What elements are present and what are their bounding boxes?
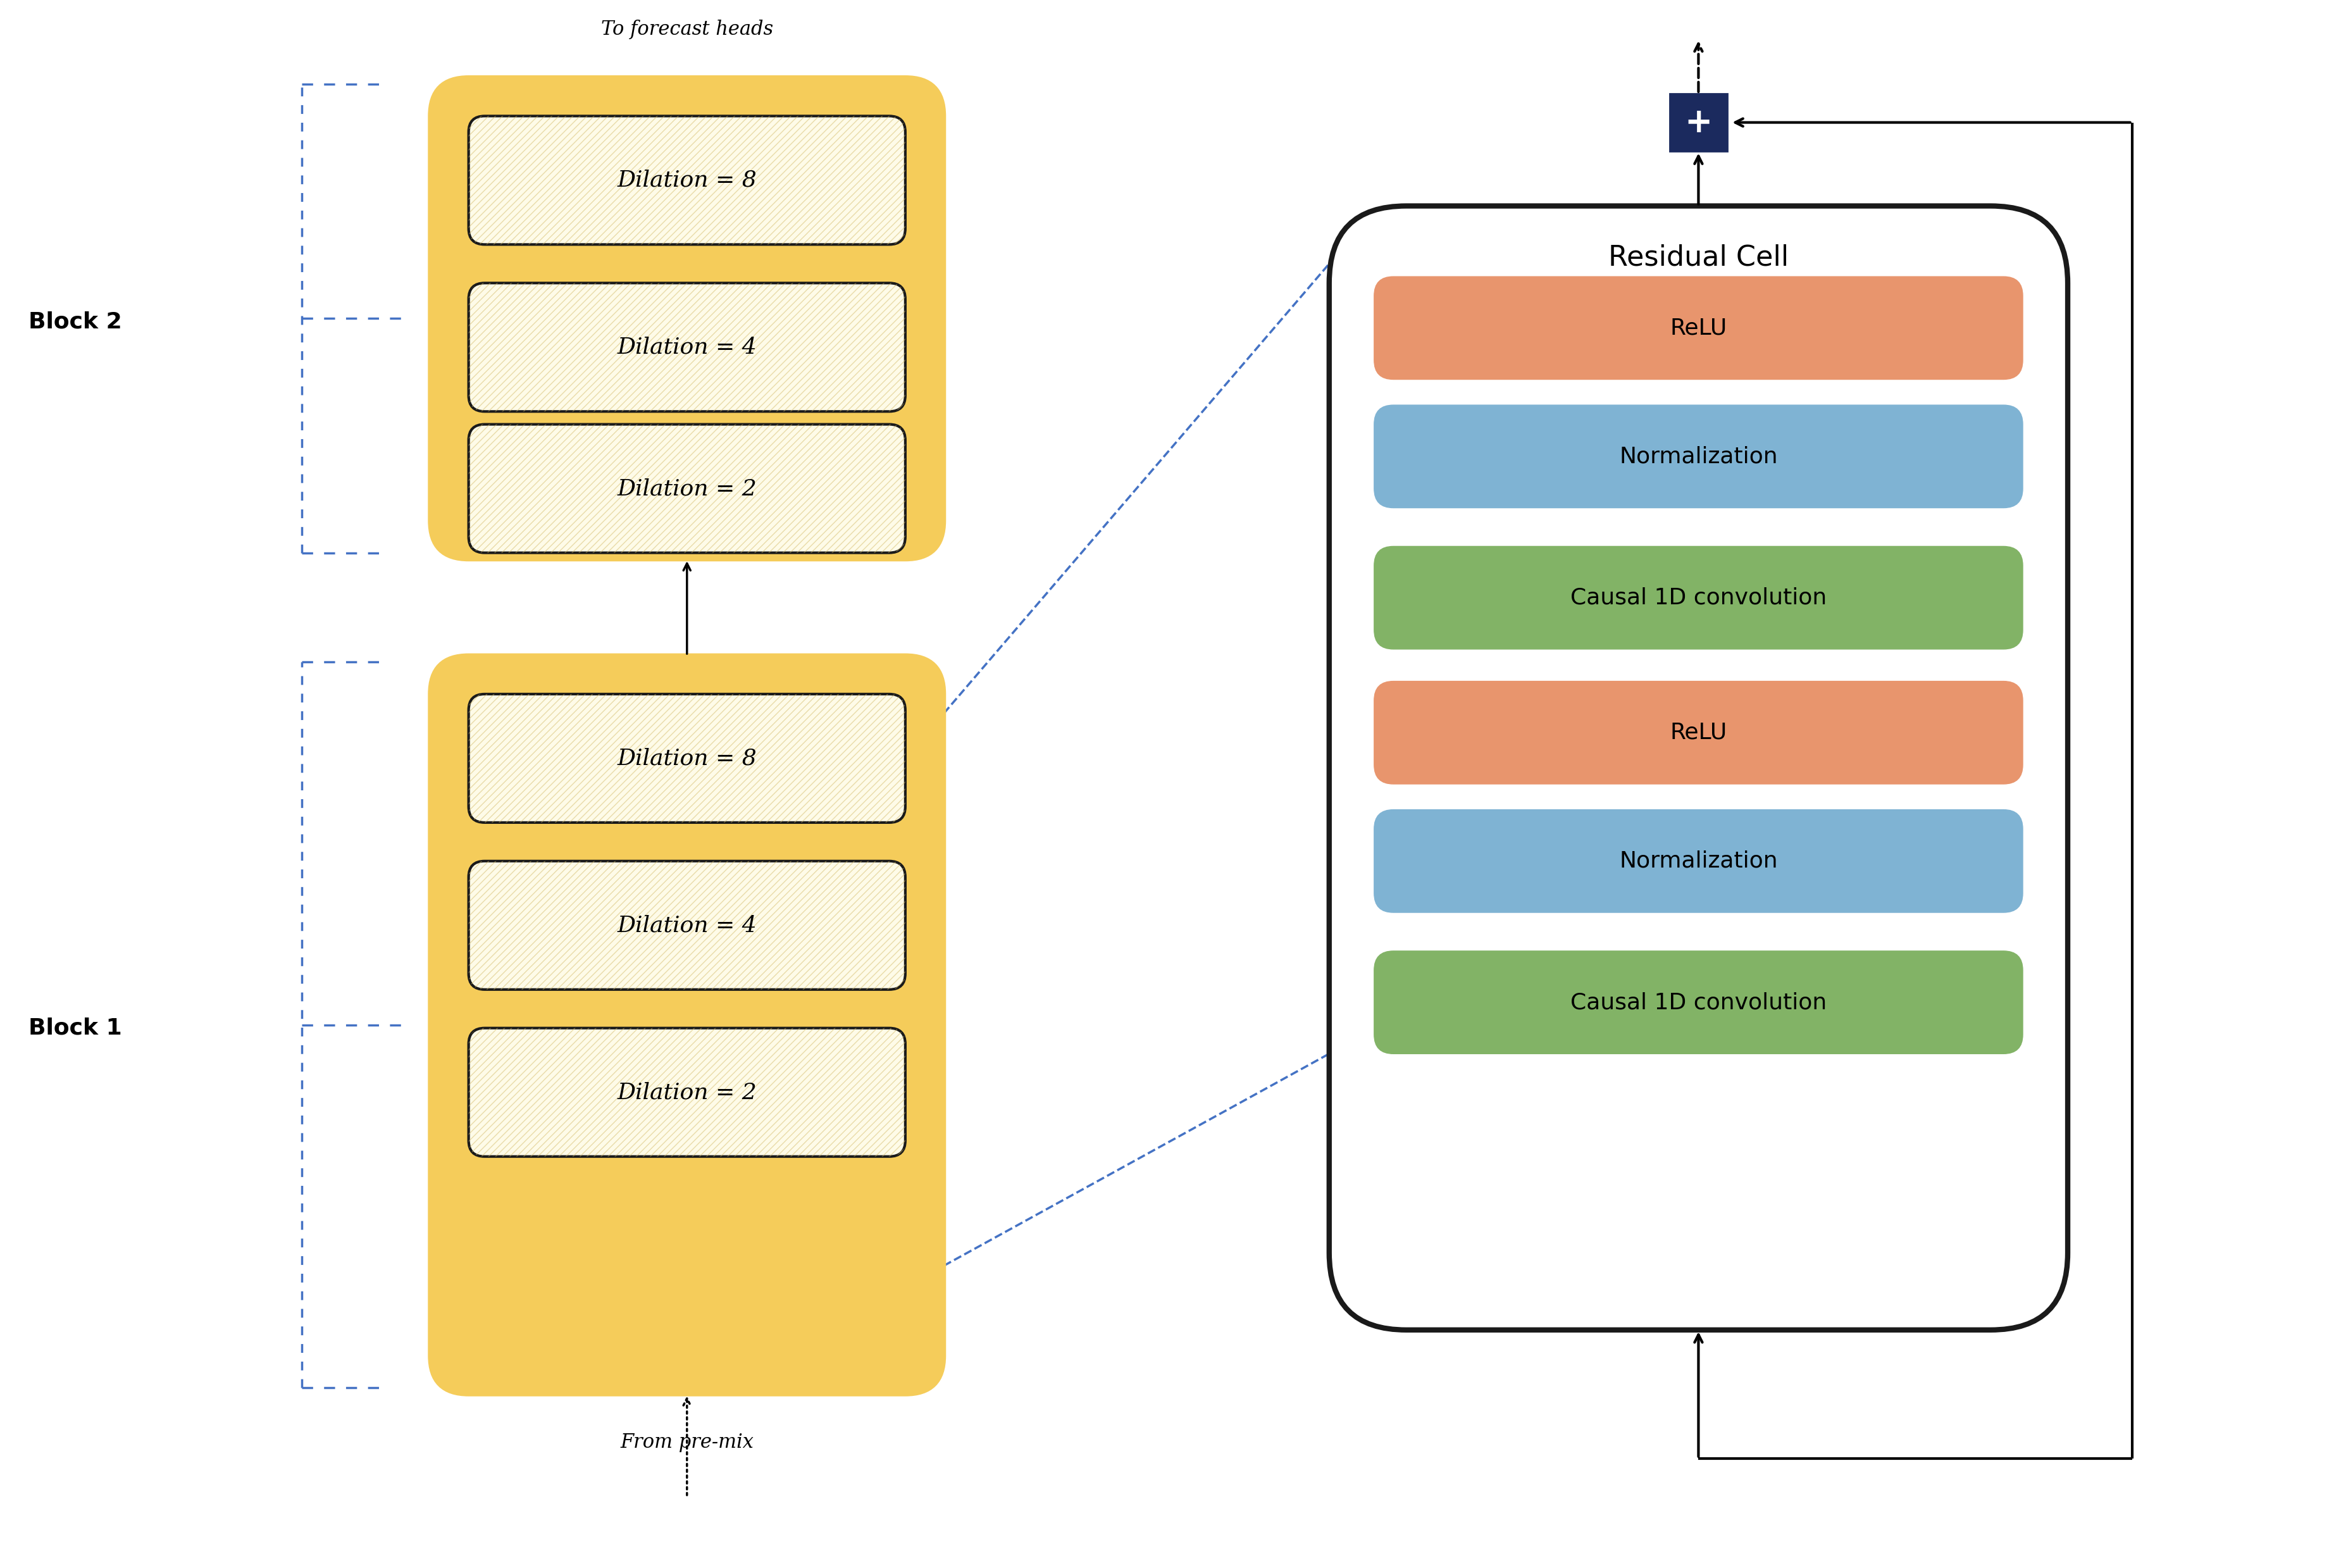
- FancyBboxPatch shape: [468, 116, 906, 245]
- FancyBboxPatch shape: [431, 655, 943, 1394]
- Text: Residual Cell: Residual Cell: [1609, 243, 1789, 271]
- FancyBboxPatch shape: [1374, 546, 2024, 649]
- FancyBboxPatch shape: [468, 1029, 906, 1157]
- Text: Normalization: Normalization: [1619, 850, 1777, 872]
- FancyBboxPatch shape: [431, 77, 943, 560]
- Text: Dilation = 8: Dilation = 8: [617, 169, 757, 191]
- Text: Dilation = 2: Dilation = 2: [617, 478, 757, 499]
- FancyBboxPatch shape: [1670, 94, 1728, 152]
- Text: Causal 1D convolution: Causal 1D convolution: [1570, 991, 1826, 1013]
- Text: ReLU: ReLU: [1670, 721, 1728, 743]
- FancyBboxPatch shape: [1374, 405, 2024, 508]
- Text: Dilation = 2: Dilation = 2: [617, 1082, 757, 1102]
- FancyBboxPatch shape: [468, 695, 906, 823]
- Text: Block 2: Block 2: [28, 310, 121, 332]
- FancyBboxPatch shape: [468, 284, 906, 411]
- FancyBboxPatch shape: [1374, 276, 2024, 379]
- Text: +: +: [1684, 107, 1712, 140]
- FancyBboxPatch shape: [468, 861, 906, 989]
- Text: Dilation = 4: Dilation = 4: [617, 337, 757, 358]
- FancyBboxPatch shape: [1374, 809, 2024, 913]
- Text: Dilation = 8: Dilation = 8: [617, 748, 757, 768]
- Text: From pre-mix: From pre-mix: [620, 1433, 755, 1452]
- Text: Normalization: Normalization: [1619, 445, 1777, 467]
- Text: ReLU: ReLU: [1670, 317, 1728, 339]
- Text: Causal 1D convolution: Causal 1D convolution: [1570, 586, 1826, 608]
- FancyBboxPatch shape: [1374, 950, 2024, 1054]
- FancyBboxPatch shape: [1374, 681, 2024, 784]
- FancyBboxPatch shape: [1330, 205, 2068, 1330]
- Text: To forecast heads: To forecast heads: [601, 20, 773, 39]
- FancyBboxPatch shape: [468, 425, 906, 554]
- Text: Block 1: Block 1: [28, 1018, 121, 1040]
- Text: Dilation = 4: Dilation = 4: [617, 914, 757, 936]
